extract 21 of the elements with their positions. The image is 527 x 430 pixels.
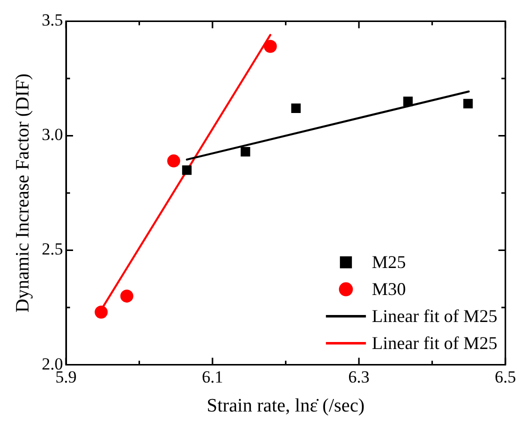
legend-label: Linear fit of M25 [372,306,498,326]
legend-label: M30 [372,279,406,300]
point [291,104,301,113]
legend-label: M25 [372,252,406,272]
y-tick-label: 2.5 [42,240,64,259]
point [167,154,180,168]
x-tick-label: 6.1 [202,367,224,386]
point [264,40,277,53]
y-tick-label: 3.5 [42,10,64,30]
x-axis-title: Strain rate, lnε̇ (/sec) [206,396,365,417]
point [403,96,413,106]
point [120,290,134,303]
point [94,306,108,319]
point [240,147,250,157]
x-tick-label: 6.3 [348,367,370,386]
y-axis-title: Dynamic Increase Factor (DIF) [12,74,34,312]
x-tick-label: 6.5 [494,367,516,386]
point [182,165,192,175]
point [463,98,473,108]
y-tick-label: 3.0 [42,125,64,144]
legend-label: Linear fit of M25 [372,333,498,354]
